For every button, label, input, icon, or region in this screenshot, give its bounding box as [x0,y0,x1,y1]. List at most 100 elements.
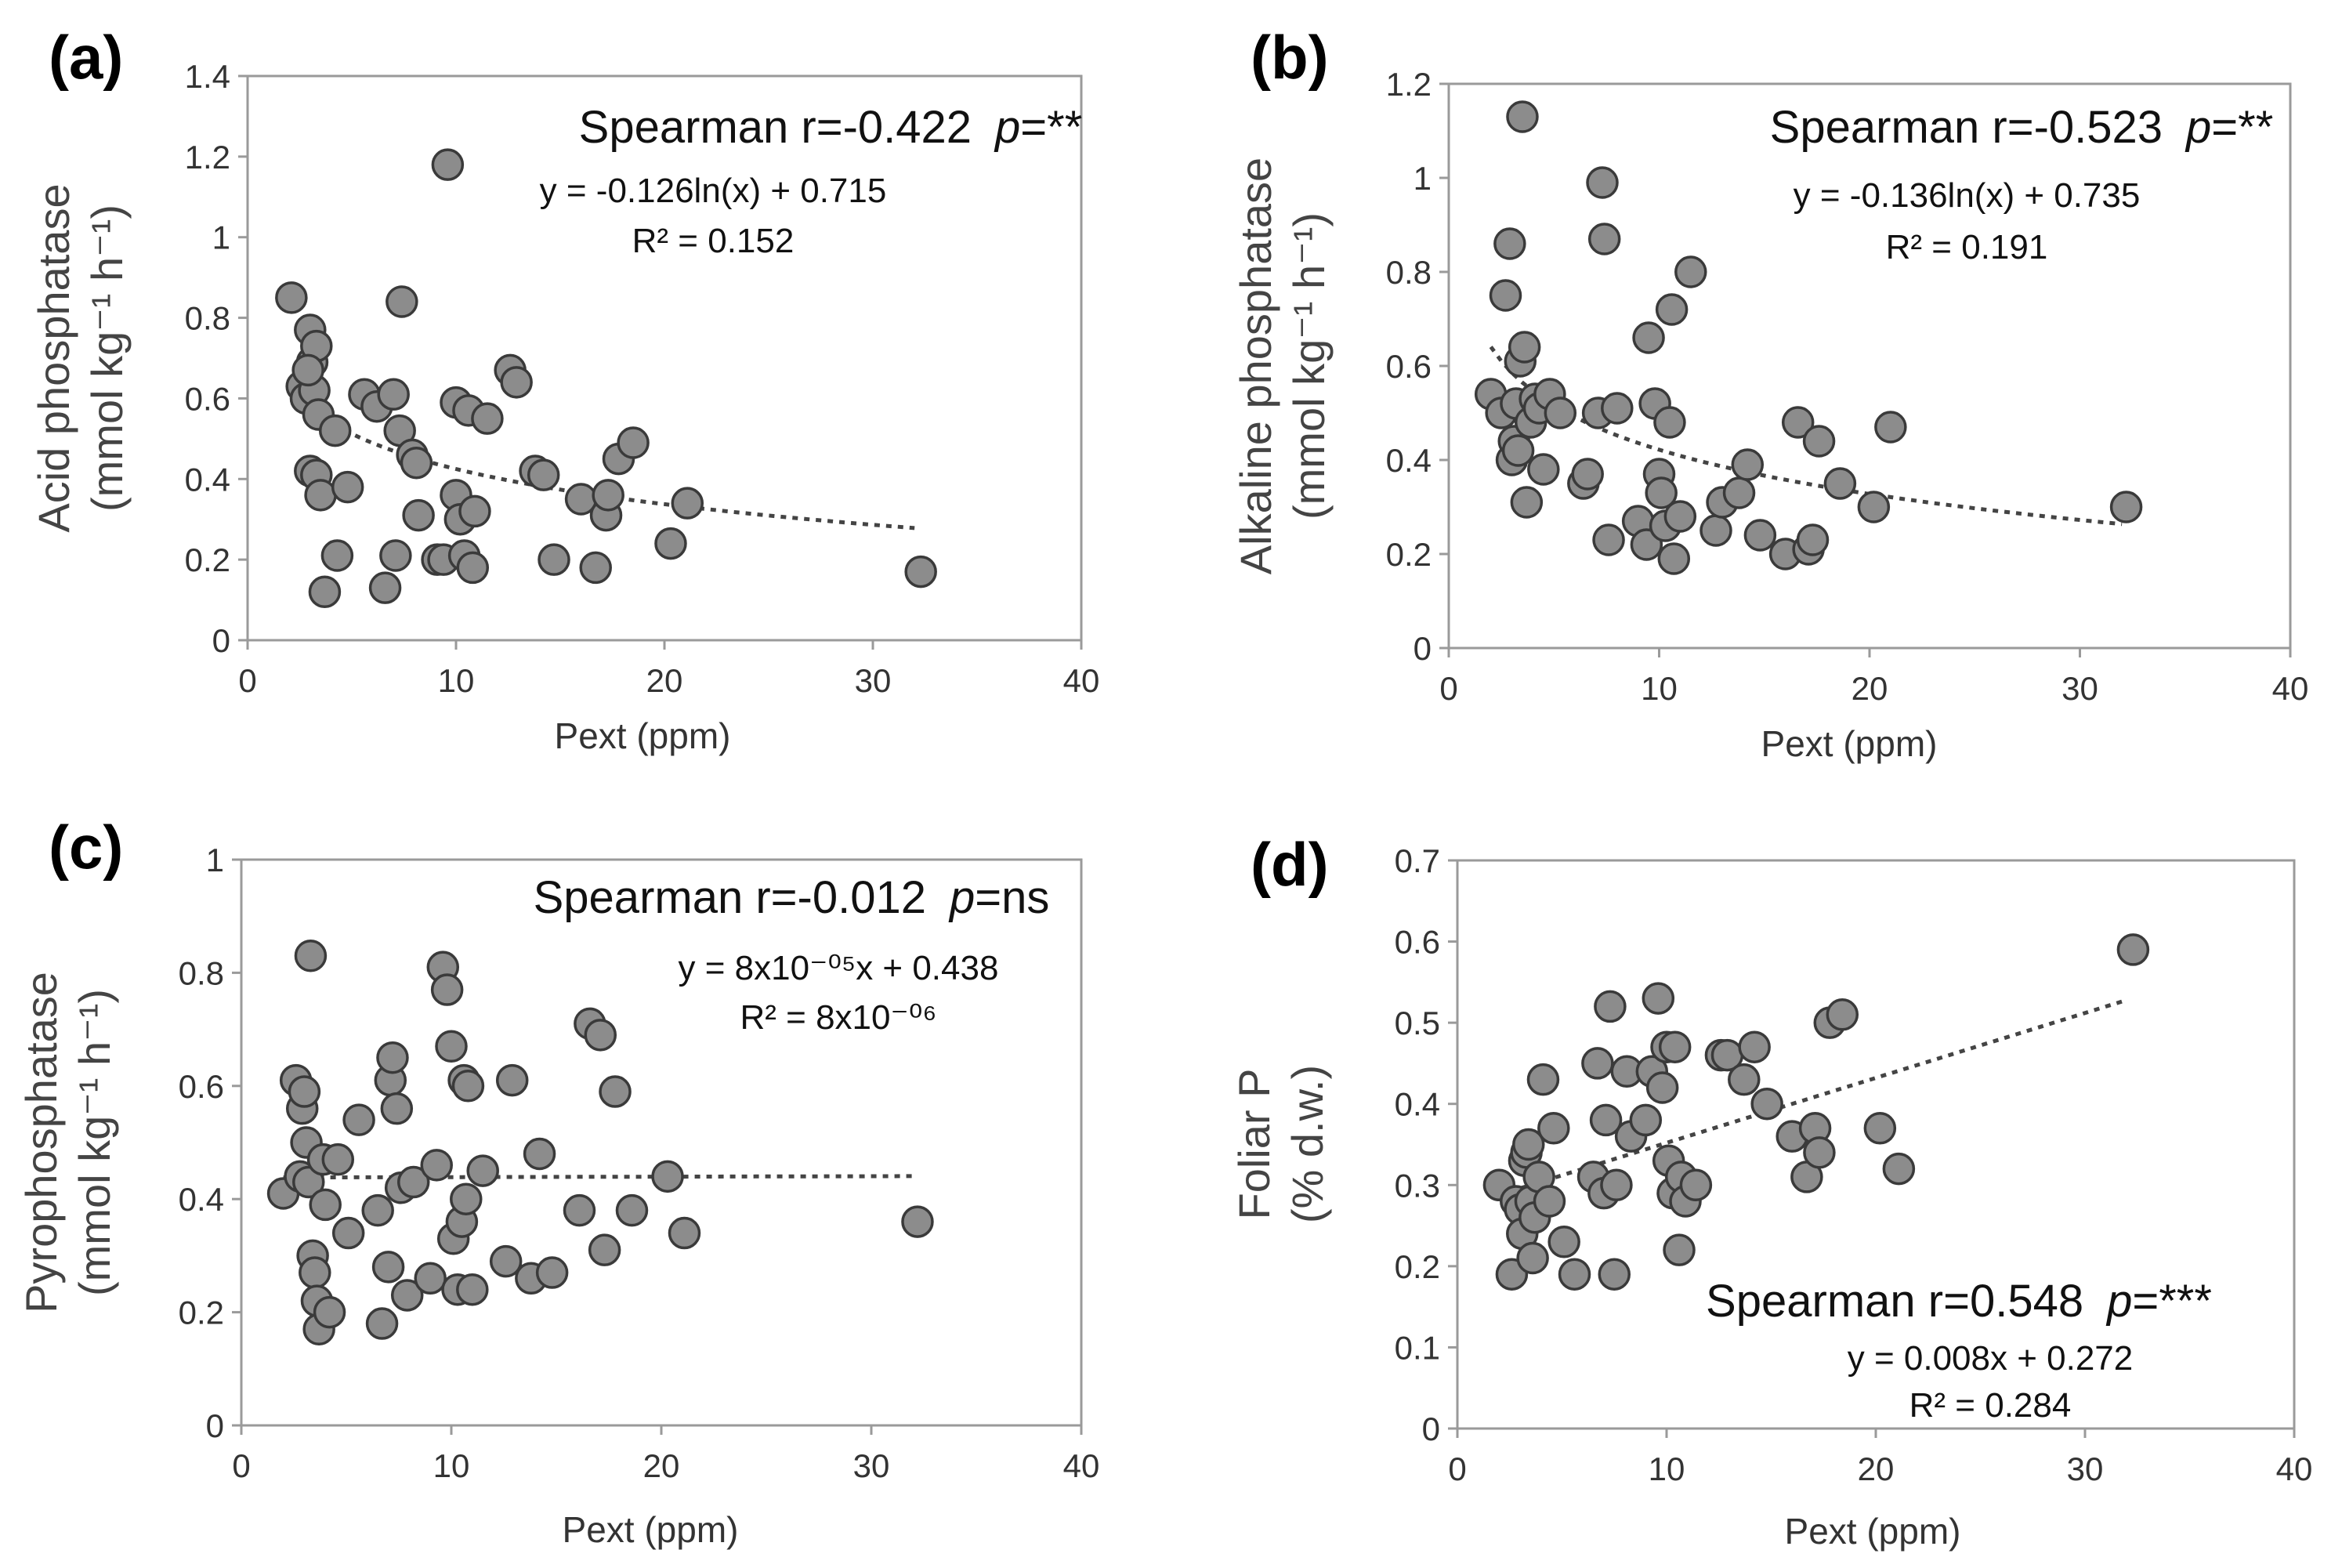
panel-b-xtick-label: 10 [1641,670,1678,707]
panel-d-data-point [1558,1258,1591,1291]
panel-d-trendline [1498,998,2128,1197]
panel-a-ytick-label: 1.4 [185,58,230,95]
panel-c-ytick-label: 1 [206,842,224,878]
panel-b-data-point [1657,542,1691,575]
panel-a-data-point [592,479,624,512]
panel-c-data-point [588,1233,621,1266]
panel-c-data-point [901,1205,934,1238]
panel-b-label: (b) [1251,23,1329,92]
panel-b-data-point [1823,467,1857,500]
panel-d-data-point [1803,1136,1836,1169]
panel-c-data-point [309,1188,342,1222]
panel-d-ytick-label: 0.4 [1395,1086,1440,1123]
panel-c-ytick-label: 0.4 [179,1181,224,1218]
panel-c-ytick-label: 0.6 [179,1068,224,1105]
panel-d-ytick-label: 0 [1422,1410,1440,1447]
panel-d-ytick-label: 0.3 [1395,1167,1440,1204]
panel-a-data-point [431,148,465,181]
panel-a-data-point [379,539,412,572]
panel-b-ytick-label: 0 [1414,630,1432,667]
panel-d-data-point [1663,1233,1696,1266]
panel-c-data-point [313,1295,346,1329]
panel-b-data-point [1510,486,1544,519]
panel-a-xtick-label: 0 [238,662,256,699]
panel-b-data-point [1802,425,1836,458]
panel-c-data-point [450,1182,483,1215]
panel-d-data-point [1526,1063,1560,1096]
panel-a-data-point [500,366,533,399]
panel-b-data-point [1743,519,1777,552]
panel-d-r-squared: R² = 0.284 [1909,1386,2072,1425]
panel-b-spearman: Spearman r=-0.523 p=** [1770,102,2274,153]
panel-d-data-point [1547,1226,1580,1258]
panel-c-data-point [495,1063,529,1097]
panel-a-xlabel: Pext (ppm) [555,715,731,756]
panel-c-data-point [294,939,328,972]
panel-c-ylabel: Pyrophosphatase (mmol kg⁻¹ h⁻¹) [16,972,119,1313]
panel-a-data-point [458,494,491,528]
panel-d: (d) Foliar P (% d.w.) 0 0.1 0.2 0.3 0.4 0.5 0.… [1229,830,2312,1552]
panel-c-spearman: Spearman r=-0.012 p=ns [534,872,1050,923]
panel-c-xtick-label: 30 [853,1447,890,1484]
panel-a-ytick-label: 0.2 [185,541,230,578]
panel-c-data-point [321,1143,355,1176]
panel-d-equation: y = 0.008x + 0.272 [1848,1339,2134,1378]
panel-b-yticks: 0 0.2 0.4 0.6 0.8 1 1.2 [1386,66,1449,667]
panel-b-data-point [1655,293,1689,326]
panel-b-ylabel: Alkaline phosphatase (mmol kg⁻¹ h⁻¹) [1231,158,1334,574]
panel-c-data-point [361,1193,394,1227]
panel-b-data-point [1601,392,1634,425]
panel-b-data-point [1796,523,1830,556]
panel-d-ylabel-line2: (% d.w.) [1283,1065,1332,1223]
panel-c-data-point [430,973,464,1006]
panel-d-yticks: 0 0.1 0.2 0.3 0.4 0.5 0.6 0.7 [1395,842,1457,1447]
panel-d-points [1482,933,2150,1291]
panel-d-xticks: 0 10 20 30 40 [1448,1429,2312,1487]
panel-c-data-point [292,1165,325,1199]
panel-d-data-point [1738,1030,1771,1063]
panel-c-data-point [397,1165,430,1199]
panel-c-xticks: 0 10 20 30 40 [232,1425,1099,1484]
panel-d-spearman: Spearman r=0.548 p=*** [1706,1276,2212,1327]
panel-b-equation: y = -0.136ln(x) + 0.735 [1794,176,2141,215]
panel-d-ytick-label: 0.7 [1395,842,1440,879]
panel-a-ylabel: Acid phosphatase (mmol kg⁻¹ h⁻¹) [29,183,132,532]
panel-b-data-point [1571,458,1604,491]
panel-b-data-point [1592,523,1625,556]
panel-a-r-squared: R² = 0.152 [632,222,795,260]
panel-c-data-point [584,1019,617,1052]
panel-c-data-point [563,1193,596,1227]
panel-c-xtick-label: 0 [232,1447,250,1484]
panel-c-data-point [456,1273,489,1306]
panel-a-data-point [617,426,650,459]
panel-b-ytick-label: 0.2 [1386,536,1432,573]
panel-a-equation: y = -0.126ln(x) + 0.715 [540,172,887,210]
panel-c-data-point [342,1103,375,1136]
panel-b-data-point [1653,406,1686,439]
panel-c-r-squared: R² = 8x10⁻⁰⁶ [740,998,937,1037]
panel-a-spearman: Spearman r=-0.422 p=** [579,102,1083,153]
panel-d-data-point [1728,1063,1761,1096]
panel-b-data-point [1857,491,1891,523]
panel-c-plot-area [240,858,1083,1427]
panel-c-ytick-label: 0 [206,1407,224,1444]
panel-b-data-point [1731,448,1765,481]
panel-a-data-point [291,353,324,387]
panel-a-data-point [386,285,418,318]
panel-d-ylabel: Foliar P (% d.w.) [1229,1065,1332,1223]
panel-d-data-point [1600,1168,1633,1202]
panel-c-data-point [331,1216,365,1250]
panel-b-data-point [1632,321,1665,354]
panel-d-data-point [1645,1071,1679,1104]
panel-a-data-point [527,458,560,491]
panel-d-label: (d) [1251,830,1329,899]
panel-a-ytick-label: 0.8 [185,300,230,337]
panel-a-data-point [377,378,410,411]
panel-b-data-point [1501,434,1535,467]
panel-d-xtick-label: 0 [1448,1450,1466,1487]
panel-b-xlabel: Pext (ppm) [1761,723,1938,764]
panel-d-data-point [1882,1152,1916,1186]
panel-b-data-point [1506,100,1539,133]
panel-b-ytick-label: 0.4 [1386,442,1432,479]
